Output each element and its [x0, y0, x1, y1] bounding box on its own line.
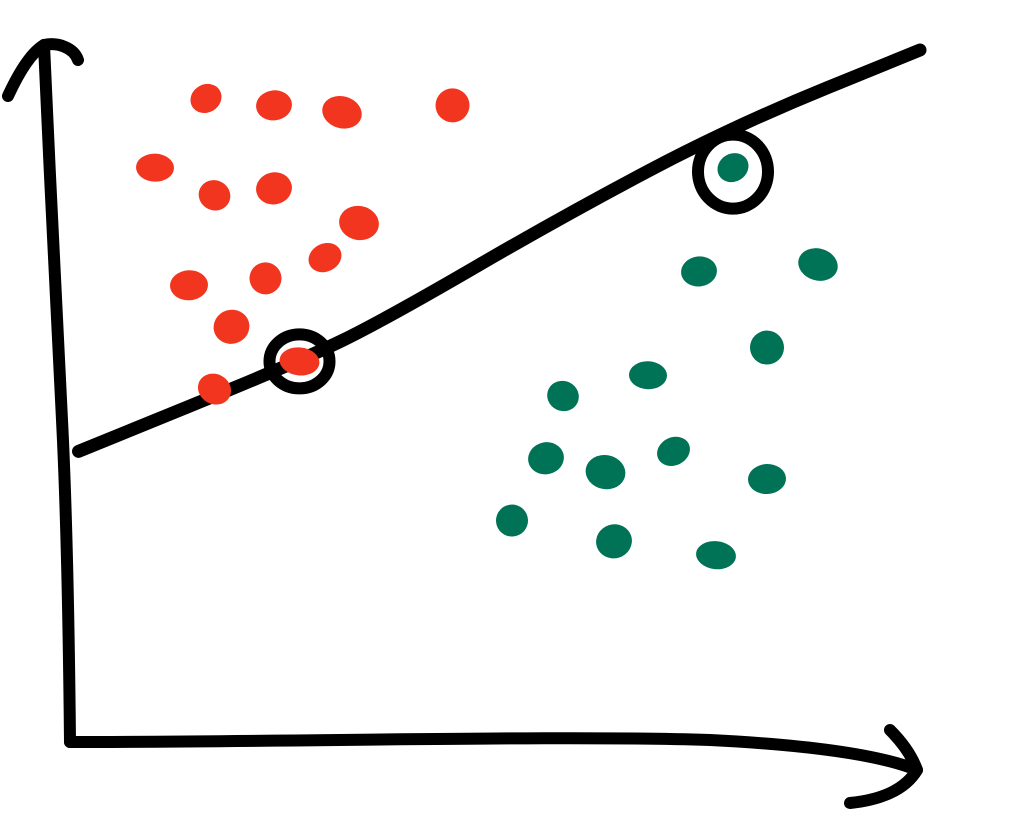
support-point-circle [263, 328, 336, 395]
data-point [170, 270, 208, 301]
data-point [322, 95, 362, 129]
highlight-layer [263, 128, 774, 395]
data-point [198, 180, 231, 211]
data-point [256, 90, 292, 121]
y-axis-line [38, 39, 76, 748]
data-point [190, 83, 222, 113]
data-point [308, 242, 342, 273]
data-point [249, 262, 282, 295]
data-point [750, 330, 784, 365]
series-green-points [496, 153, 838, 570]
data-point [585, 455, 626, 490]
data-point [197, 373, 232, 405]
data-point [596, 524, 632, 559]
support-point-circle [692, 128, 774, 215]
data-point [798, 248, 838, 281]
data-point [256, 172, 292, 205]
data-point [528, 442, 564, 475]
data-point [696, 541, 736, 570]
data-point [547, 380, 579, 412]
data-point [496, 504, 528, 537]
data-point [657, 436, 690, 466]
data-point [339, 205, 379, 241]
data-point [748, 464, 786, 495]
data-point [717, 153, 749, 183]
x-axis-line [64, 732, 923, 776]
series-red-points [136, 83, 470, 405]
y-axis-arrowhead [2, 38, 84, 102]
data-point [681, 256, 717, 287]
x-axis-arrowhead [844, 724, 923, 809]
data-point [435, 88, 470, 123]
data-point [136, 153, 174, 182]
data-point [279, 347, 320, 376]
data-point [629, 361, 667, 390]
data-points-layer [136, 83, 838, 570]
data-point [213, 309, 250, 344]
